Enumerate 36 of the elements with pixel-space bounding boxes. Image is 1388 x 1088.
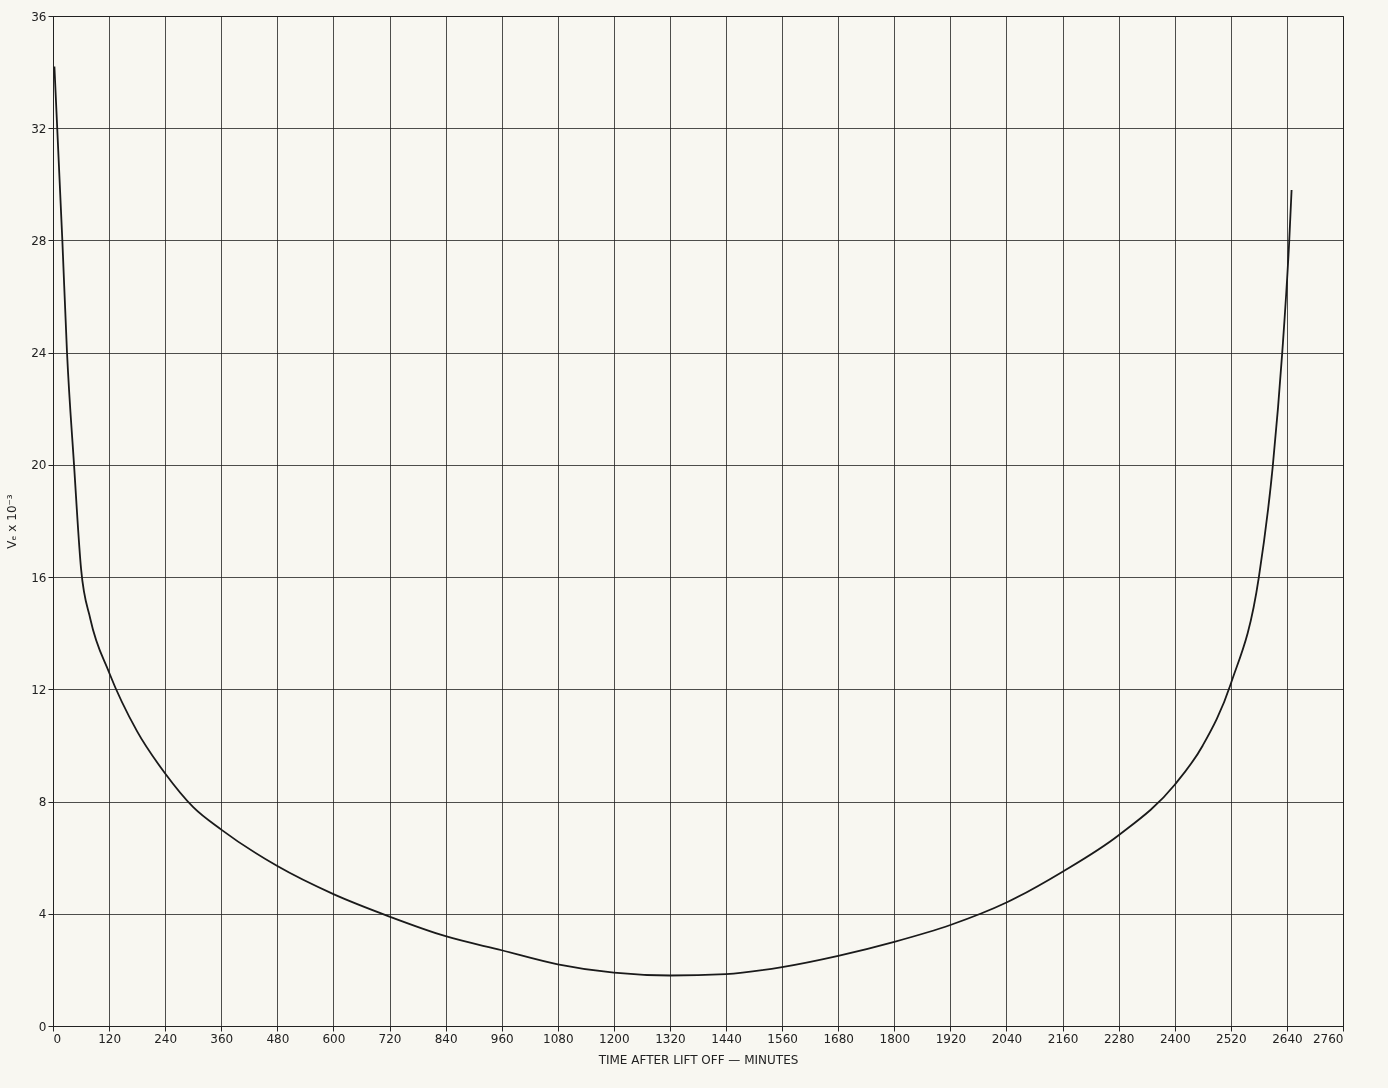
x-tick-label: 120 bbox=[98, 1031, 122, 1046]
x-tick-label: 0 bbox=[53, 1031, 62, 1046]
y-tick-label: 16 bbox=[31, 570, 47, 585]
x-tick-label: 960 bbox=[490, 1031, 514, 1046]
x-axis-title: TIME AFTER LIFT OFF — MINUTES bbox=[597, 1052, 799, 1067]
x-tick-label: 840 bbox=[434, 1031, 458, 1046]
y-tick-label: 20 bbox=[31, 458, 47, 473]
x-tick-label: 1560 bbox=[767, 1031, 798, 1046]
x-tick-label: 1680 bbox=[823, 1031, 854, 1046]
x-tick-label: 360 bbox=[210, 1031, 234, 1046]
x-tick-label: 2640 bbox=[1272, 1031, 1303, 1046]
x-tick-label: 1200 bbox=[599, 1031, 630, 1046]
x-tick-label: 2160 bbox=[1047, 1031, 1079, 1046]
x-tick-label: 1320 bbox=[655, 1031, 686, 1046]
y-tick-label: 36 bbox=[31, 9, 47, 24]
y-tick-label: 28 bbox=[31, 233, 47, 248]
y-tick-label: 4 bbox=[38, 907, 47, 922]
x-tick-label: 720 bbox=[378, 1031, 402, 1046]
x-tick-label: 2760 bbox=[1312, 1031, 1344, 1046]
x-tick-label: 480 bbox=[266, 1031, 290, 1046]
y-tick-label: 0 bbox=[38, 1019, 47, 1034]
x-tick-label: 2040 bbox=[991, 1031, 1023, 1046]
x-tick-label: 1440 bbox=[711, 1031, 742, 1046]
x-tick-label: 1080 bbox=[543, 1031, 574, 1046]
y-tick-label: 24 bbox=[31, 346, 47, 361]
x-tick-label: 600 bbox=[322, 1031, 346, 1046]
y-tick-label: 32 bbox=[31, 121, 47, 136]
x-tick-label: 1920 bbox=[935, 1031, 967, 1046]
y-tick-label: 12 bbox=[31, 682, 47, 697]
x-tick-label: 2520 bbox=[1216, 1031, 1247, 1046]
x-tick-label: 2400 bbox=[1159, 1031, 1191, 1046]
y-axis-title: Vₑ x 10⁻³ bbox=[5, 494, 20, 549]
x-tick-label: 1800 bbox=[879, 1031, 911, 1046]
x-tick-label: 2280 bbox=[1103, 1031, 1135, 1046]
y-tick-label: 8 bbox=[38, 795, 47, 810]
x-tick-label: 240 bbox=[154, 1031, 178, 1046]
